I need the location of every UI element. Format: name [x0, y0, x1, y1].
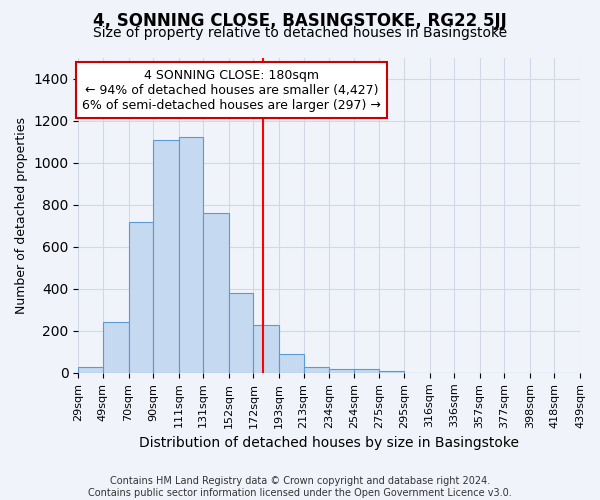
Y-axis label: Number of detached properties: Number of detached properties: [15, 116, 28, 314]
Bar: [79, 366, 103, 373]
Bar: [304, 366, 329, 373]
X-axis label: Distribution of detached houses by size in Basingstoke: Distribution of detached houses by size …: [139, 436, 519, 450]
Text: 4, SONNING CLOSE, BASINGSTOKE, RG22 5JJ: 4, SONNING CLOSE, BASINGSTOKE, RG22 5JJ: [93, 12, 507, 30]
Bar: [179, 138, 203, 373]
Bar: [103, 322, 128, 373]
Text: Size of property relative to detached houses in Basingstoke: Size of property relative to detached ho…: [93, 26, 507, 40]
Bar: [229, 293, 253, 373]
Bar: [128, 222, 153, 373]
Bar: [353, 368, 379, 373]
Bar: [379, 371, 404, 373]
Bar: [203, 213, 229, 373]
Text: Contains HM Land Registry data © Crown copyright and database right 2024.
Contai: Contains HM Land Registry data © Crown c…: [88, 476, 512, 498]
Text: 4 SONNING CLOSE: 180sqm
← 94% of detached houses are smaller (4,427)
6% of semi-: 4 SONNING CLOSE: 180sqm ← 94% of detache…: [82, 68, 381, 112]
Bar: [153, 140, 179, 373]
Bar: [279, 354, 304, 373]
Bar: [253, 324, 279, 373]
Bar: [329, 368, 353, 373]
